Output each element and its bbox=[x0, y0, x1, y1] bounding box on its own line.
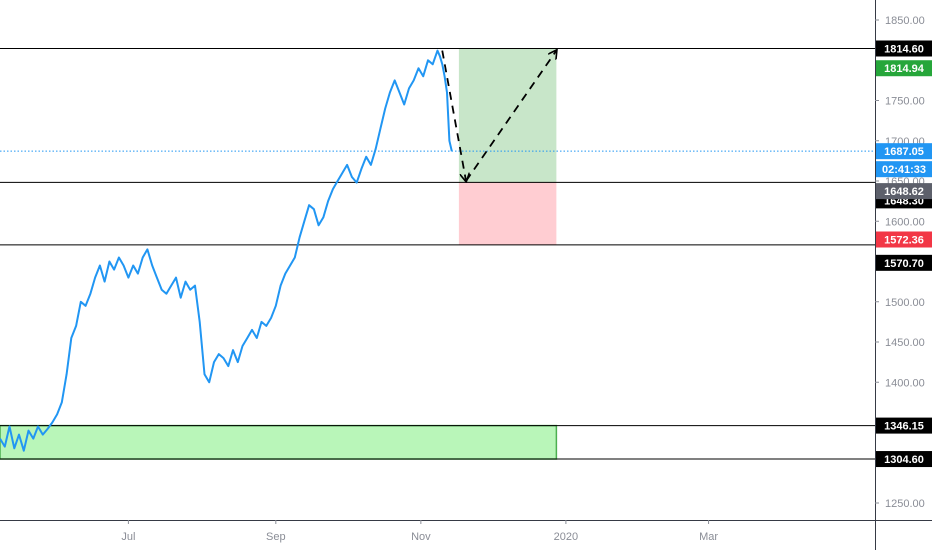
y-tick-label: 1450.00 bbox=[885, 337, 925, 349]
y-tick-label: 1250.00 bbox=[885, 498, 925, 510]
projection-arrow bbox=[465, 51, 556, 182]
arrows-layer bbox=[441, 51, 556, 182]
y-tick-label: 1600.00 bbox=[885, 216, 925, 228]
level-price-tag: 1570.70 bbox=[884, 258, 924, 270]
x-tick-label: Mar bbox=[699, 531, 718, 543]
current-price-tag-bg bbox=[876, 143, 932, 160]
price-tag-bg bbox=[876, 231, 932, 248]
countdown-tag: 02:41:33 bbox=[882, 164, 926, 176]
x-tick-label: Sep bbox=[266, 531, 286, 543]
y-tick-label: 1400.00 bbox=[885, 377, 925, 389]
current-price-tag: 1687.05 bbox=[884, 146, 924, 158]
price-tag: 1814.94 bbox=[884, 63, 925, 75]
y-tick-label: 1750.00 bbox=[885, 96, 925, 108]
zones-layer bbox=[0, 48, 558, 460]
y-tick-label: 1850.00 bbox=[885, 15, 925, 27]
countdown-tag-bg bbox=[876, 161, 932, 178]
level-price-tag-bg bbox=[876, 417, 932, 434]
level-price-tag: 1304.60 bbox=[884, 454, 924, 466]
y-tick-label: 1500.00 bbox=[885, 297, 925, 309]
price-series-line bbox=[0, 49, 453, 452]
demand-zone-rect bbox=[0, 424, 558, 460]
x-tick-label: 2020 bbox=[554, 531, 578, 543]
x-tick-label: Nov bbox=[411, 531, 431, 543]
level-price-tag-bg bbox=[876, 40, 932, 57]
price-tag: 1648.62 bbox=[884, 186, 924, 198]
series-layer bbox=[0, 49, 453, 452]
level-price-tag-bg bbox=[876, 451, 932, 468]
level-price-tag-bg bbox=[876, 254, 932, 271]
price-tag-bg bbox=[876, 60, 932, 77]
price-tag-bg bbox=[876, 183, 932, 200]
price-tag: 1572.36 bbox=[884, 235, 924, 247]
position-profit-zone bbox=[458, 48, 557, 183]
x-tick-label: Jul bbox=[121, 531, 135, 543]
levels-layer bbox=[0, 47, 875, 460]
price-tags-layer: 1814.601648.301570.701346.151304.601814.… bbox=[876, 40, 932, 468]
position-loss-zone bbox=[458, 182, 557, 245]
level-price-tag: 1814.60 bbox=[884, 43, 924, 55]
level-price-tag: 1346.15 bbox=[884, 421, 924, 433]
